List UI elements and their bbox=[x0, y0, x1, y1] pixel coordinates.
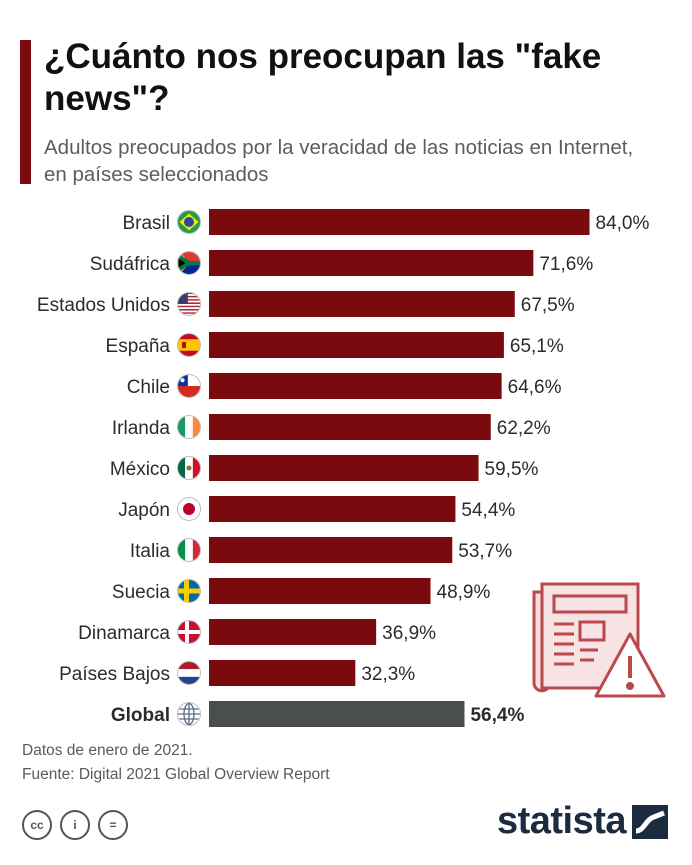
category-label: Japón bbox=[118, 500, 170, 521]
bar bbox=[209, 701, 465, 727]
category-label: España bbox=[106, 336, 171, 357]
usa-flag-icon bbox=[177, 292, 201, 316]
chart-subtitle: Adultos preocupados por la veracidad de … bbox=[44, 136, 634, 186]
bar-row: España 65,1% bbox=[106, 332, 564, 358]
bar-row: Japón 54,4% bbox=[118, 496, 515, 522]
data-label: 59,5% bbox=[485, 459, 539, 480]
statista-logo[interactable]: statista bbox=[497, 800, 668, 843]
bar-chart: Brasil 84,0% Sudáfrica 71,6% Estados Unidos 6… bbox=[37, 209, 649, 727]
data-label: 53,7% bbox=[458, 541, 512, 562]
license-icons: cc i = bbox=[22, 810, 128, 840]
bar-row: Sudáfrica 71,6% bbox=[90, 250, 593, 276]
statista-mark-icon bbox=[632, 804, 668, 839]
globe-icon bbox=[177, 702, 201, 726]
category-label: Sudáfrica bbox=[90, 254, 171, 275]
bar bbox=[209, 209, 590, 235]
newspaper-warning-icon bbox=[532, 582, 666, 698]
chart-title: ¿Cuánto nos preocupan las "fake news"? bbox=[44, 37, 602, 118]
mexico-flag-icon bbox=[177, 456, 201, 480]
category-label: Italia bbox=[130, 541, 171, 562]
data-label: 67,5% bbox=[521, 295, 575, 316]
denmark-flag-icon bbox=[177, 620, 201, 644]
netherlands-flag-icon bbox=[177, 661, 201, 685]
bar bbox=[209, 496, 456, 522]
bar bbox=[209, 660, 356, 686]
bar-row: Dinamarca 36,9% bbox=[78, 619, 436, 645]
bar-row: Países Bajos 32,3% bbox=[59, 660, 415, 686]
ireland-flag-icon bbox=[177, 415, 201, 439]
by-icon[interactable]: i bbox=[60, 810, 90, 840]
chile-flag-icon bbox=[177, 374, 201, 398]
category-label: Global bbox=[111, 705, 170, 726]
footnote-date: Datos de enero de 2021. bbox=[22, 742, 193, 759]
data-label: 65,1% bbox=[510, 336, 564, 357]
sweden-flag-icon bbox=[177, 579, 201, 603]
data-label: 36,9% bbox=[382, 623, 436, 644]
south-africa-flag-icon bbox=[177, 251, 201, 275]
category-label: Suecia bbox=[112, 582, 171, 603]
data-label: 71,6% bbox=[539, 254, 593, 275]
data-label: 62,2% bbox=[497, 418, 551, 439]
data-label: 56,4% bbox=[470, 705, 524, 726]
category-label: México bbox=[110, 459, 170, 480]
bar-row: Chile 64,6% bbox=[127, 373, 562, 399]
nd-icon[interactable]: = bbox=[98, 810, 128, 840]
bar-row: Irlanda 62,2% bbox=[112, 414, 551, 440]
category-label: Brasil bbox=[122, 213, 170, 234]
bar bbox=[209, 373, 502, 399]
bar bbox=[209, 332, 504, 358]
data-label: 32,3% bbox=[361, 664, 415, 685]
japan-flag-icon bbox=[177, 497, 201, 521]
source-note: Fuente: Digital 2021 Global Overview Rep… bbox=[22, 766, 330, 783]
bar bbox=[209, 578, 431, 604]
italy-flag-icon bbox=[177, 538, 201, 562]
category-label: Irlanda bbox=[112, 418, 171, 439]
bar-row: Global 56,4% bbox=[111, 701, 524, 727]
bar-row: Italia 53,7% bbox=[130, 537, 512, 563]
bar-row: Brasil 84,0% bbox=[122, 209, 649, 235]
spain-flag-icon bbox=[177, 333, 201, 357]
category-label: Dinamarca bbox=[78, 623, 170, 644]
title-accent-bar bbox=[20, 40, 31, 184]
bar bbox=[209, 537, 453, 563]
data-label: 54,4% bbox=[461, 500, 515, 521]
category-label: Países Bajos bbox=[59, 664, 170, 685]
category-label: Estados Unidos bbox=[37, 295, 170, 316]
bar-row: Estados Unidos 67,5% bbox=[37, 291, 575, 317]
bar bbox=[209, 455, 479, 481]
category-label: Chile bbox=[127, 377, 170, 398]
bar-row: Suecia 48,9% bbox=[112, 578, 491, 604]
data-label: 64,6% bbox=[508, 377, 562, 398]
bar-row: México 59,5% bbox=[110, 455, 539, 481]
brand-name: statista bbox=[496, 800, 627, 842]
bar bbox=[209, 250, 534, 276]
data-label: 84,0% bbox=[596, 213, 650, 234]
data-label: 48,9% bbox=[437, 582, 491, 603]
bar bbox=[209, 414, 491, 440]
cc-icon[interactable]: cc bbox=[22, 810, 52, 840]
bar bbox=[209, 619, 377, 645]
bar bbox=[209, 291, 515, 317]
brazil-flag-icon bbox=[177, 210, 201, 234]
